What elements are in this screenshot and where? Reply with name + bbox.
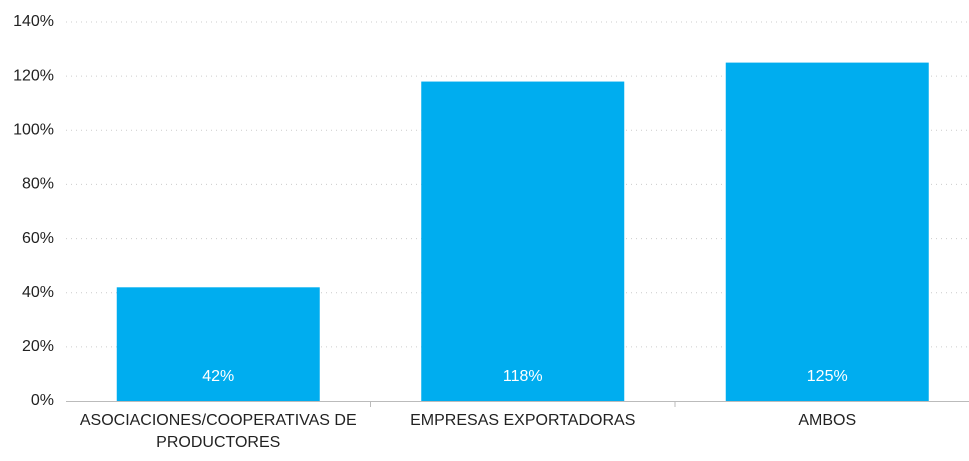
y-tick-label: 20% (22, 338, 54, 355)
x-tick-label: AMBOS (798, 412, 857, 429)
value-label: 42% (202, 368, 234, 385)
y-tick-label: 40% (22, 284, 54, 301)
bar (116, 287, 320, 401)
bar (725, 62, 929, 401)
y-tick-label: 100% (13, 122, 54, 139)
bar (421, 81, 625, 402)
y-tick-label: 120% (13, 67, 54, 84)
x-tick-label: ASOCIACIONES/COOPERATIVAS DE PRODUCTORES (79, 412, 357, 451)
x-tick-label: EMPRESAS EXPORTADORAS (410, 412, 636, 429)
value-label: 125% (807, 368, 848, 385)
y-tick-label: 0% (31, 392, 54, 409)
y-tick-label: 60% (22, 230, 54, 247)
y-tick-label: 80% (22, 176, 54, 193)
y-tick-label: 140% (13, 13, 54, 30)
value-label: 118% (503, 368, 543, 385)
